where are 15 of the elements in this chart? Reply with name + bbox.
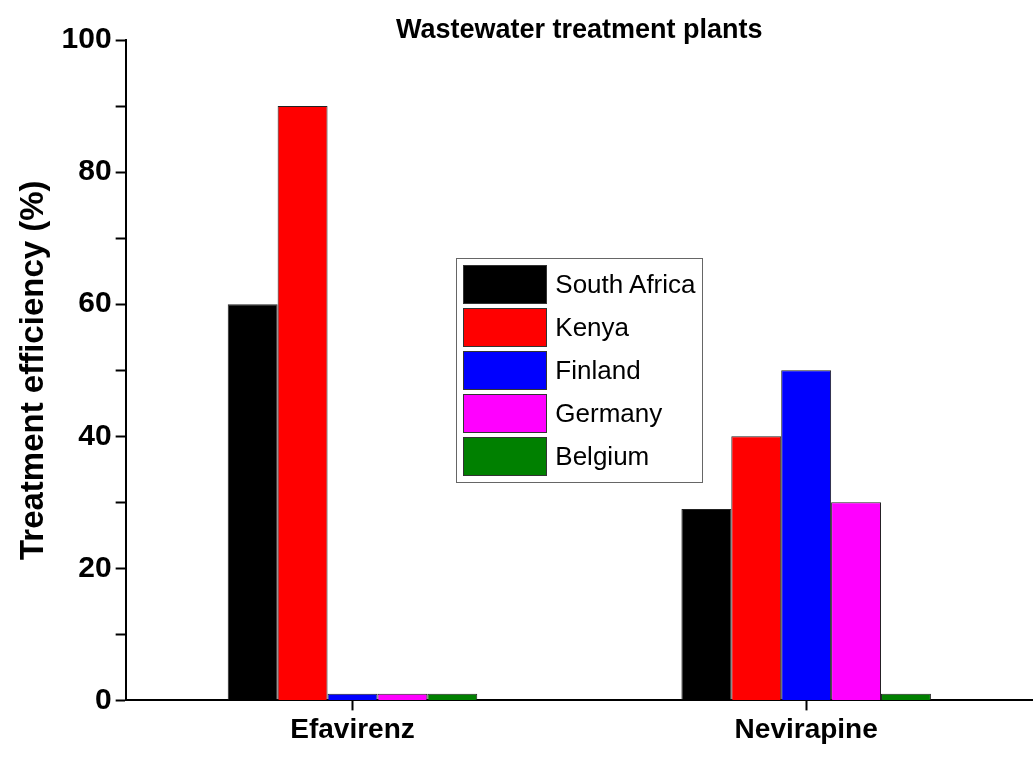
y-tick-label: 100 [61,21,112,55]
x-tick-label: Nevirapine [734,712,878,744]
y-tick-label: 40 [78,417,112,451]
legend-label: Kenya [555,311,630,343]
x-tick-label: Efavirenz [290,712,415,744]
y-tick-label: 0 [94,681,112,715]
legend-label: Belgium [555,440,650,472]
chart-title: Wastewater treatment plants [395,14,764,45]
y-tick-label: 20 [78,549,112,583]
y-tick-label: 80 [78,153,112,187]
legend-label: Germany [555,397,663,429]
legend-label: South Africa [555,268,696,300]
y-tick-label: 60 [78,285,112,319]
legend-label: Finland [555,354,641,386]
y-axis-title: Treatment efficiency (%) [12,180,50,561]
